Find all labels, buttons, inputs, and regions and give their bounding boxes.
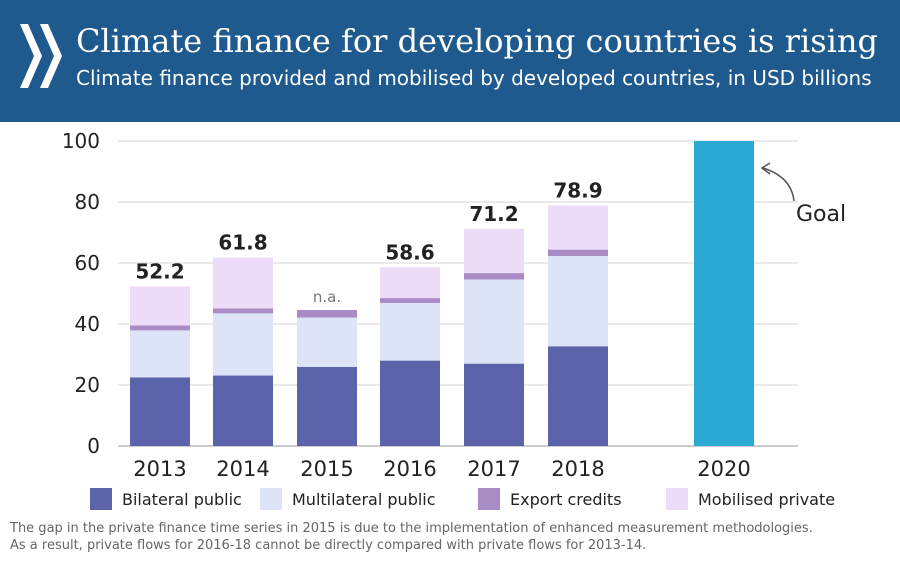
bar-segment [130,325,190,331]
footnote-line-1: The gap in the private finance time seri… [10,521,813,536]
bar-segment [213,308,273,314]
bar-segment [297,309,357,318]
y-tick-label: 100 [62,129,100,153]
bar-segment [380,302,440,361]
bar-segment [297,367,357,446]
bar-segment [548,255,608,347]
legend-item-multilateral: Multilateral public [260,488,436,510]
footnote-line-2: As a result, private flows for 2016-18 c… [10,538,647,553]
legend: Bilateral public Multilateral public Exp… [0,488,900,512]
y-axis: 0 20 40 60 80 100 [62,129,100,458]
bar-segment [130,286,190,326]
y-tick-label: 80 [75,190,100,214]
goal-arrowhead [760,162,771,175]
legend-swatch [478,488,500,510]
bar-segment [130,377,190,446]
total-label: n.a. [313,288,341,306]
bar-segment [548,249,608,256]
x-axis: 2013 2014 2015 2016 2017 2018 2020 [133,457,750,481]
total-label: 52.2 [135,259,184,283]
bar-segment [464,273,524,280]
bar-segment [213,313,273,376]
legend-item-export-credits: Export credits [478,488,622,510]
legend-label: Bilateral public [122,489,242,509]
x-tick-label: 2018 [551,457,604,481]
footnote: The gap in the private finance time seri… [10,520,813,554]
goal-bar [694,141,754,446]
total-label: 78.9 [553,178,602,202]
legend-label: Mobilised private [698,489,836,509]
legend-item-mobilised-private: Mobilised private [666,488,835,510]
legend-swatch [90,488,112,510]
goal-arrow [762,167,795,202]
bar-segment [380,298,440,303]
bar-segment [130,330,190,378]
bar-segment [213,375,273,446]
bar-segment [548,346,608,446]
bar-segment [464,228,524,274]
x-tick-label: 2014 [216,457,269,481]
oecd-logo-icon [20,24,62,88]
bar-segment [380,360,440,446]
y-tick-label: 20 [75,373,100,397]
legend-swatch [260,488,282,510]
legend-label: Multilateral public [292,489,436,509]
header-banner: Climate finance for developing countries… [0,0,900,122]
total-label: 61.8 [218,231,267,255]
x-tick-label: 2015 [300,457,353,481]
x-tick-label: 2017 [467,457,520,481]
y-tick-label: 40 [75,312,100,336]
bar-segment [464,363,524,446]
bar-segment [464,279,524,364]
legend-item-bilateral: Bilateral public [90,488,242,510]
chart-subtitle: Climate finance provided and mobilised b… [76,66,872,90]
legend-label: Export credits [510,489,622,509]
goal-label: Goal [796,202,846,227]
bar-segment [297,317,357,368]
bar-segment [380,267,440,299]
total-label: 71.2 [469,202,518,226]
goal-annotation: Goal [694,141,846,446]
bar-segment [213,257,273,309]
bars [130,205,608,446]
y-tick-label: 0 [87,434,100,458]
legend-swatch [666,488,688,510]
x-tick-label: 2020 [697,457,750,481]
y-tick-label: 60 [75,251,100,275]
total-label: 58.6 [385,240,434,264]
chart-title: Climate finance for developing countries… [76,22,878,60]
data-labels: 52.2 61.8 n.a. 58.6 71.2 78.9 [135,178,602,306]
x-tick-label: 2016 [383,457,436,481]
bar-segment [548,205,608,250]
stacked-bar-chart: 0 20 40 60 80 100 52.2 61.8 n.a. 58.6 71.2 78.9 20… [62,129,846,481]
x-tick-label: 2013 [133,457,186,481]
